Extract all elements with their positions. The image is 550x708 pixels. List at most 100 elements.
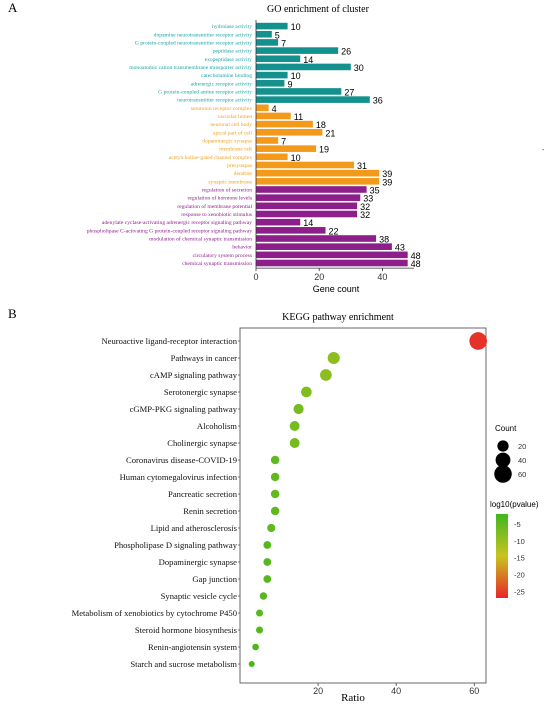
kegg-dot [263,575,272,583]
kegg-pathway-label: Lipid and atherosclerosis [151,523,238,533]
go-bar-value-label: 32 [360,202,370,212]
go-bar [256,259,408,267]
kegg-pathway-label: Phospholipase D signaling pathway [114,540,238,550]
count-legend-label: 40 [518,456,526,465]
count-legend-title: Count [495,424,517,433]
go-bar-value-label: 21 [325,128,335,138]
go-category-label: G protein-coupled amine receptor activit… [158,89,252,95]
pvalue-color-bar [496,514,508,598]
go-bar-value-label: 33 [363,194,373,204]
go-x-tick-label: 0 [253,272,258,282]
kegg-pathway-label: Pathways in cancer [171,353,237,363]
kegg-pathway-label: Renin secretion [183,506,237,516]
kegg-dot [320,369,332,381]
go-bar-value-label: 7 [281,38,286,48]
kegg-pathway-label: Neuroactive ligand-receptor interaction [101,336,237,346]
go-bar [256,251,408,259]
go-bar [256,96,370,103]
go-category-label: phospholipase C-activating G protein-cou… [87,228,252,234]
go-bar-value-label: 10 [291,22,301,32]
go-bar [256,153,288,161]
go-bar [256,71,288,79]
go-bar [256,63,351,71]
kegg-pathway-label: Gap junction [192,574,237,584]
kegg-dot [255,626,264,634]
kegg-chart-title: KEGG pathway enrichment [282,312,394,323]
go-bar-value-label: 10 [291,71,301,81]
go-category-label: dopaminergic synapse [202,138,252,144]
go-x-tick-label: 40 [377,272,387,282]
go-bar-value-label: 38 [379,235,389,245]
kegg-dot [263,558,272,566]
go-x-axis-label: Gene count [313,284,360,294]
go-chart-title: GO enrichment of cluster [267,4,370,15]
go-category-label: membrane raft [219,146,252,153]
kegg-chart: Neuroactive ligand-receptor interaction P… [72,327,488,696]
go-category-label: catecholamine binding [201,73,252,79]
kegg-x-tick-label: 40 [391,686,401,696]
go-bar-value-label: 7 [281,136,286,146]
go-category-label: peptidase activity [213,49,253,55]
go-bar [256,88,342,95]
go-bar [256,112,291,120]
go-bar-value-label: 31 [357,161,367,171]
go-category-label: chemical synaptic transmission [182,261,252,267]
go-bar-value-label: 36 [373,96,383,106]
go-bar [256,47,339,54]
go-chart: hydrolase activity 10 dopamine neurotransm… [87,20,545,282]
go-category-label: response to xenobiotic stimulus [181,212,252,218]
kegg-dot [267,523,276,533]
go-category-label: exopeptidase activity [205,57,253,63]
go-bar-value-label: 9 [287,79,292,89]
go-bar [256,79,285,87]
go-category-label: circulatory system process [193,253,252,259]
go-x-tick-label: 20 [314,272,324,282]
kegg-x-axis-label: Ratio [341,692,365,704]
kegg-dot [263,541,272,549]
go-category-label: dopamine neurotransmitter receptor activ… [154,32,253,38]
kegg-dot [293,403,304,415]
go-bar [256,128,323,136]
go-category-label: synaptic membrane [208,179,252,185]
kegg-dot [270,506,280,516]
go-bar-value-label: 14 [303,55,313,65]
go-bar [256,178,380,185]
kegg-dot [469,332,488,350]
kegg-pathway-label: Pancreatic secretion [168,489,238,499]
go-bar-value-label: 14 [303,218,313,228]
go-category-label: neurotransmitter receptor activity [177,98,252,104]
go-bar [256,137,279,144]
kegg-dot [270,489,280,499]
count-legend-label: 60 [518,470,526,479]
kegg-pathway-label: Human cytomegalovirus infection [120,472,238,482]
kegg-pathway-label: cGMP-PKG signaling pathway [130,404,238,414]
go-bar-value-label: 18 [316,120,326,130]
go-category-label: apical part of cell [213,129,252,136]
go-category-label: adrenergic receptor activity [191,81,253,87]
count-size-legend: Count 20 40 60 [494,424,526,483]
go-bar-value-label: 30 [354,63,364,73]
go-bar-value-label: 22 [329,226,339,236]
kegg-pathway-label: Renin-angiotensin system [148,642,237,652]
go-category-label: acetylcholine-gated channel complex [169,155,252,161]
go-bar-value-label: 39 [382,177,392,187]
kegg-x-tick-label: 20 [313,686,323,696]
go-category-label: presynapse [227,163,252,169]
go-bar [256,235,377,242]
go-bar [256,104,269,112]
go-category-label: dendrite [234,171,253,177]
go-bar [256,161,354,169]
kegg-dot [248,660,255,668]
go-bar-value-label: 11 [294,112,303,122]
pvalue-legend-tick-label: -10 [514,537,525,546]
kegg-dot [259,592,268,600]
go-bar-value-label: 43 [395,243,405,253]
go-category-label: regulation of secretion [202,186,253,193]
go-bar-value-label: 32 [360,210,370,220]
kegg-dot [270,472,280,482]
kegg-pathway-label: Steroid hormone biosynthesis [135,625,238,635]
kegg-pathway-label: Metabolism of xenobiotics by cytochrome … [72,608,237,618]
go-bar [256,186,367,193]
panel-b-label: B [8,306,17,321]
